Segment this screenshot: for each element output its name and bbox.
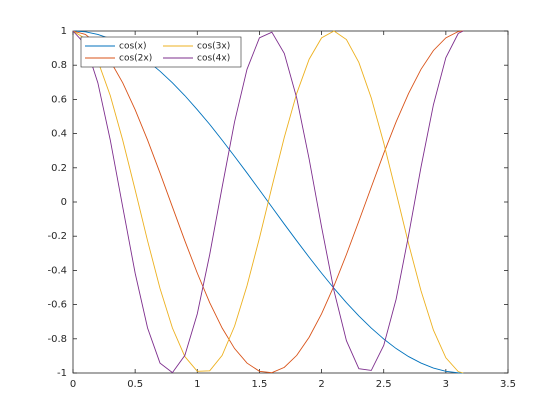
series-line	[72, 30, 464, 374]
y-tick-label: -0.2	[47, 231, 67, 242]
x-tick-label: 2.5	[376, 379, 392, 390]
x-tick-label: 0.5	[127, 379, 143, 390]
legend-label: cos(4x)	[197, 54, 230, 64]
x-tick-label: 2	[318, 379, 324, 390]
x-tick-label: 3	[443, 379, 449, 390]
x-tick-label: 1	[194, 379, 200, 390]
legend-label: cos(3x)	[197, 42, 230, 52]
y-tick-label: -0.6	[47, 300, 67, 311]
series-line	[72, 30, 464, 374]
y-tick-label: 0.6	[51, 94, 67, 105]
y-tick-label: -0.4	[47, 265, 67, 276]
legend-label: cos(2x)	[119, 54, 152, 64]
y-tick-label: 0.8	[51, 60, 67, 71]
series-line	[72, 30, 464, 374]
y-tick-label: -0.8	[47, 334, 67, 345]
legend-box	[80, 36, 242, 68]
y-tick-label: -1	[57, 368, 67, 379]
plot-box	[72, 30, 509, 374]
x-tick-label: 3.5	[500, 379, 516, 390]
legend: cos(x) cos(2x) cos(3x) cos(4x)	[80, 36, 242, 68]
legend-label: cos(x)	[119, 42, 147, 52]
y-tick-label: 0.2	[51, 163, 67, 174]
x-tick-label: 1.5	[251, 379, 267, 390]
y-tick-label: 0	[61, 197, 67, 208]
y-tick-label: 0.4	[51, 129, 67, 140]
y-tick-label: 1	[61, 26, 67, 37]
x-tick-label: 0	[70, 379, 76, 390]
